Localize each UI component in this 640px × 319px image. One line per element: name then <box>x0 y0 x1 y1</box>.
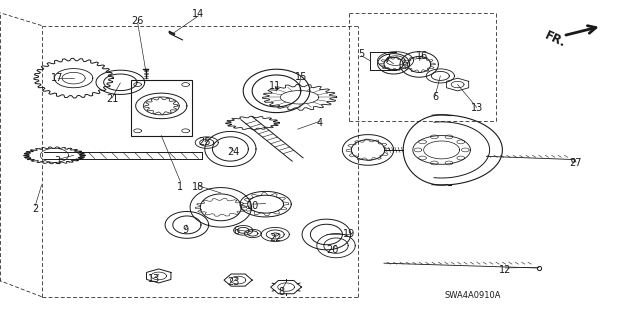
Text: 10: 10 <box>246 201 259 211</box>
Text: 19: 19 <box>342 229 355 240</box>
Bar <box>131 80 192 136</box>
Text: 20: 20 <box>326 245 339 256</box>
Text: 8: 8 <box>278 287 285 297</box>
Text: 3: 3 <box>54 156 61 166</box>
Text: 6: 6 <box>432 92 438 102</box>
Text: 15: 15 <box>294 71 307 82</box>
Text: 18: 18 <box>192 182 205 192</box>
Text: 26: 26 <box>131 16 144 26</box>
Text: 6: 6 <box>234 226 240 236</box>
Text: 4: 4 <box>317 118 323 128</box>
Text: 1: 1 <box>177 182 184 192</box>
Text: 27: 27 <box>570 158 582 168</box>
Text: 12: 12 <box>499 264 512 275</box>
Text: 11: 11 <box>269 81 282 91</box>
Text: 14: 14 <box>192 9 205 19</box>
Text: 13: 13 <box>147 274 160 284</box>
Text: 23: 23 <box>227 277 240 287</box>
Text: 13: 13 <box>470 103 483 114</box>
Text: FR.: FR. <box>543 29 568 50</box>
Text: 22: 22 <box>269 233 282 243</box>
Text: 16: 16 <box>416 51 429 61</box>
Text: 25: 25 <box>198 137 211 147</box>
Text: 7: 7 <box>384 54 390 64</box>
Text: 2: 2 <box>32 204 38 214</box>
Text: 5: 5 <box>358 49 365 59</box>
Text: 21: 21 <box>106 94 118 104</box>
Text: SWA4A0910A: SWA4A0910A <box>445 291 501 300</box>
Text: 17: 17 <box>51 73 64 83</box>
Text: 9: 9 <box>182 225 189 235</box>
Text: 24: 24 <box>227 146 240 157</box>
